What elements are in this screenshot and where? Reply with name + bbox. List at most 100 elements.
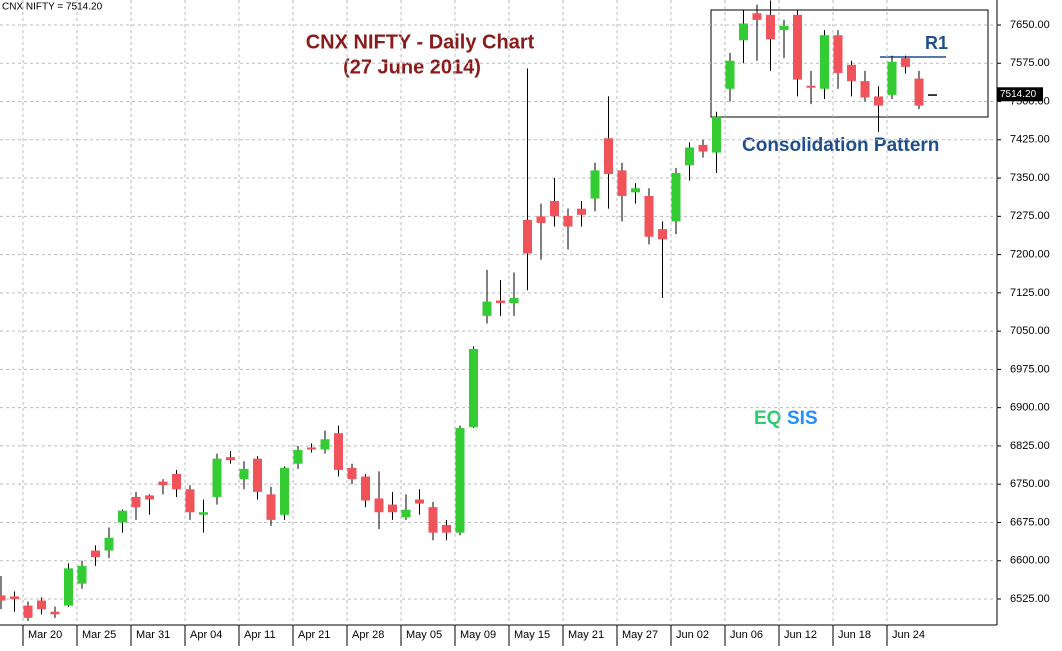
x-tick-label: Jun 02	[676, 629, 709, 641]
x-tick-label: Apr 21	[298, 629, 330, 641]
candle-body	[10, 596, 19, 599]
candle-body	[158, 481, 168, 486]
candle-body	[550, 201, 559, 217]
candle-body	[293, 450, 303, 464]
chart-title: CNX NIFTY - Daily Chart	[306, 31, 535, 53]
candle-body	[739, 23, 748, 41]
candle-body	[77, 565, 87, 584]
candle-body	[239, 468, 249, 480]
candle-body	[266, 494, 276, 520]
candle-body	[455, 428, 465, 533]
candle-body	[172, 473, 181, 490]
candle-body	[752, 13, 762, 20]
candle-body	[145, 495, 154, 500]
candle-body	[91, 550, 100, 558]
candle-body	[374, 498, 384, 513]
candle-body	[644, 195, 654, 237]
candle-body	[496, 300, 505, 304]
y-tick-label: 7125.00	[1010, 287, 1050, 299]
candle-body	[199, 512, 208, 515]
candle-body	[766, 14, 775, 40]
candle-body	[928, 94, 937, 96]
candle-body	[833, 35, 843, 73]
annotation: Consolidation Pattern	[742, 135, 939, 156]
x-tick-label: Jun 24	[892, 629, 925, 641]
candle-body	[280, 467, 289, 515]
chart-subtitle: (27 June 2014)	[343, 56, 481, 78]
last-price-box	[997, 87, 1043, 102]
candle-body	[577, 208, 586, 215]
y-tick-label: 7350.00	[1010, 172, 1050, 184]
candle-body	[590, 170, 600, 199]
last-price-label: 7514.20	[1000, 89, 1037, 100]
candle-body	[320, 439, 330, 450]
watermark: EQ	[754, 408, 781, 429]
x-tick-label: Jun 06	[730, 629, 763, 641]
candle-body	[226, 457, 235, 461]
candle-body	[698, 144, 708, 152]
candle-body	[104, 537, 114, 551]
candle-body	[671, 172, 681, 222]
candle-body	[820, 35, 829, 89]
y-tick-label: 7200.00	[1010, 248, 1050, 260]
y-tick-label: 6750.00	[1010, 478, 1050, 490]
candle-body	[536, 216, 546, 223]
candle-body	[779, 26, 789, 31]
candle-body	[307, 447, 316, 450]
candle-body	[847, 64, 856, 82]
x-tick-label: May 05	[406, 629, 442, 641]
candle-body	[725, 60, 735, 89]
candle-body	[428, 507, 438, 533]
candle-body	[131, 496, 141, 508]
y-tick-label: 7425.00	[1010, 134, 1050, 146]
x-tick-label: May 21	[568, 629, 604, 641]
candle-body	[685, 147, 694, 166]
candle-body	[563, 215, 573, 227]
x-tick-label: May 27	[622, 629, 658, 641]
candle-body	[361, 476, 370, 501]
candle-body	[887, 61, 897, 95]
annotation: R1	[925, 33, 948, 53]
x-tick-label: Mar 20	[28, 629, 62, 641]
y-tick-label: 6675.00	[1010, 516, 1050, 528]
y-tick-label: 6600.00	[1010, 555, 1050, 567]
candle-body	[37, 600, 46, 610]
candle-body	[860, 81, 870, 98]
y-tick-label: 7650.00	[1010, 19, 1050, 31]
candle-body	[901, 58, 910, 67]
x-tick-label: Jun 18	[838, 629, 871, 641]
candle-body	[874, 96, 883, 106]
candle-body	[253, 458, 262, 492]
x-tick-label: Apr 28	[352, 629, 384, 641]
candle-body	[64, 568, 73, 606]
candle-body	[185, 489, 195, 513]
x-tick-label: Mar 25	[82, 629, 116, 641]
candle-body	[523, 219, 532, 254]
candle-body	[347, 467, 357, 480]
candle-body	[388, 504, 397, 513]
candle-body	[914, 78, 924, 106]
candle-body	[604, 138, 613, 174]
x-tick-label: Jun 12	[784, 629, 817, 641]
y-tick-label: 6975.00	[1010, 363, 1050, 375]
candle-body	[23, 605, 33, 618]
candle-body	[469, 348, 478, 428]
candle-body	[806, 85, 816, 88]
y-tick-label: 7575.00	[1010, 57, 1050, 69]
candle-body	[50, 611, 60, 615]
candle-body	[712, 116, 721, 153]
candle-body	[793, 14, 802, 80]
candle-body	[0, 595, 6, 601]
candle-body	[415, 499, 424, 504]
candle-body	[334, 433, 343, 470]
candle-body	[118, 510, 127, 523]
y-tick-label: 6825.00	[1010, 440, 1050, 452]
y-tick-label: 6900.00	[1010, 402, 1050, 414]
y-tick-label: 7275.00	[1010, 210, 1050, 222]
x-tick-label: Mar 31	[136, 629, 170, 641]
candle-body	[401, 509, 411, 518]
header: CNX NIFTY = 7514.20	[2, 2, 103, 13]
watermark: SIS	[787, 408, 818, 429]
x-tick-label: Apr 04	[190, 629, 222, 641]
